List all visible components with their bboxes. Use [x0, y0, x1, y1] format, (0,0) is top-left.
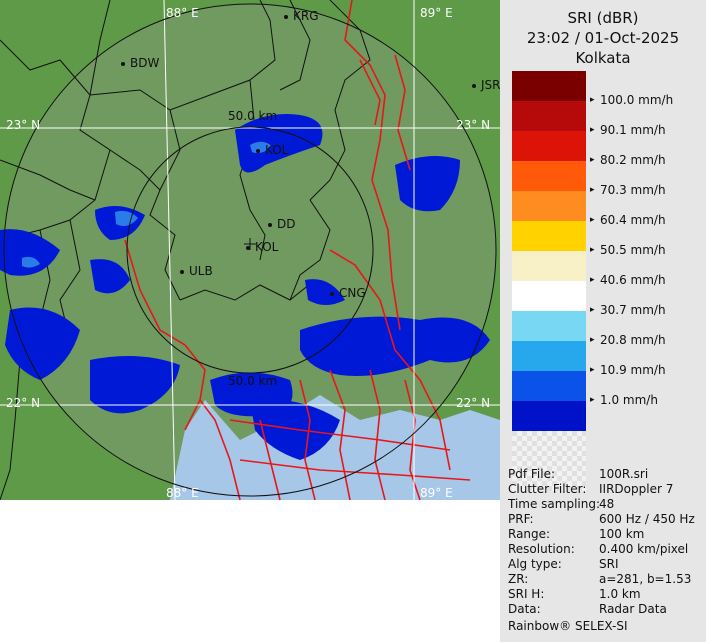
lon-label-89-top: 89° E	[420, 6, 453, 20]
info-key: Pdf File:	[508, 467, 556, 481]
rivers-and-coast	[124, 0, 471, 500]
legend-label: 80.2 mm/h	[590, 153, 665, 167]
range-ring-label-north: 50.0 km	[228, 109, 278, 123]
range-rings	[3, 3, 497, 497]
legend-swatch	[512, 161, 586, 191]
bay-of-bengal	[170, 395, 500, 500]
legend-swatch	[512, 371, 586, 401]
place-bdw: BDW	[121, 56, 159, 70]
legend-swatch	[512, 131, 586, 161]
legend-swatch	[512, 251, 586, 281]
info-key: PRF:	[508, 512, 534, 526]
info-value: 600 Hz / 450 Hz	[599, 512, 695, 526]
product-header: SRI (dBR) 23:02 / 01-Oct-2025 Kolkata	[500, 8, 706, 68]
legend-label: 20.8 mm/h	[590, 333, 665, 347]
info-value: SRI	[599, 557, 619, 571]
lon-label-89-bottom: 89° E	[420, 486, 453, 500]
graticule	[0, 0, 500, 500]
place-krg: KRG	[284, 9, 319, 23]
station-name: Kolkata	[575, 49, 631, 67]
place-dot-icon	[330, 291, 334, 296]
place-dot-icon	[256, 148, 260, 153]
place-kol-north: KOL	[256, 143, 288, 157]
legend-label: 70.3 mm/h	[590, 183, 665, 197]
range-ring-label-south: 50.0 km	[228, 374, 278, 388]
side-panel: SRI (dBR) 23:02 / 01-Oct-2025 Kolkata 10…	[500, 0, 706, 642]
lat-label-22-right: 22° N	[456, 396, 491, 410]
info-value: IIRDoppler 7	[599, 482, 674, 496]
product-datetime: 23:02 / 01-Oct-2025	[526, 29, 680, 47]
info-key: Data:	[508, 602, 541, 616]
legend-swatch	[512, 191, 586, 221]
info-value: Radar Data	[599, 602, 667, 616]
product-title: SRI (dBR)	[567, 9, 639, 27]
lon-label-88-top: 88° E	[166, 6, 199, 20]
legend-label: 1.0 mm/h	[590, 393, 658, 407]
legend-swatch	[512, 221, 586, 251]
legend-label: 60.4 mm/h	[590, 213, 665, 227]
place-cng: CNG	[330, 286, 366, 300]
legend-label: 10.9 mm/h	[590, 363, 665, 377]
rain-echoes	[0, 114, 490, 460]
legend-swatch-top	[512, 71, 586, 101]
legend-label: 40.6 mm/h	[590, 273, 665, 287]
legend-nodata-swatch	[512, 431, 586, 491]
place-dd: DD	[268, 217, 295, 231]
info-key: ZR:	[508, 572, 529, 586]
lat-label-22-left: 22° N	[6, 396, 41, 410]
info-value: 48	[599, 497, 615, 511]
info-value: a=281, b=1.53	[599, 572, 692, 586]
legend-label: 90.1 mm/h	[590, 123, 665, 137]
legend-label: 100.0 mm/h	[590, 93, 673, 107]
legend-swatch	[512, 341, 586, 371]
radar-map-canvas	[0, 0, 500, 500]
place-dot-icon	[121, 61, 125, 66]
place-jsr: JSR	[472, 78, 500, 92]
info-key: Resolution:	[508, 542, 575, 556]
software-credit: Rainbow® SELEX-SI	[508, 619, 628, 633]
place-dot-icon	[268, 222, 272, 227]
info-key: Alg type:	[508, 557, 562, 571]
legend-swatch	[512, 401, 586, 431]
lat-label-23-right: 23° N	[456, 118, 491, 132]
info-value: 0.400 km/pixel	[599, 542, 689, 556]
lat-label-23-left: 23° N	[6, 118, 41, 132]
info-value: 100 km	[599, 527, 645, 541]
radar-site-icon	[244, 238, 256, 250]
legend-label: 30.7 mm/h	[590, 303, 665, 317]
radar-map: 88° E 89° E 88° E 89° E 23° N 23° N 22° …	[0, 0, 500, 500]
place-ulb: ULB	[180, 264, 213, 278]
place-dot-icon	[284, 14, 288, 19]
info-key: Time sampling:	[508, 497, 601, 511]
legend-label: 50.5 mm/h	[590, 243, 665, 257]
legend-swatch	[512, 281, 586, 311]
place-dot-icon	[180, 269, 184, 274]
place-kol: KOL	[246, 240, 278, 254]
lon-label-88-bottom: 88° E	[166, 486, 199, 500]
info-value: 1.0 km	[599, 587, 641, 601]
info-key: Range:	[508, 527, 551, 541]
legend-swatch	[512, 311, 586, 341]
place-dot-icon	[246, 245, 250, 250]
district-boundaries	[0, 0, 371, 500]
legend-swatch	[512, 101, 586, 131]
info-key: SRI H:	[508, 587, 545, 601]
place-dot-icon	[472, 83, 476, 88]
info-value: 100R.sri	[599, 467, 649, 481]
info-key: Clutter Filter:	[508, 482, 587, 496]
